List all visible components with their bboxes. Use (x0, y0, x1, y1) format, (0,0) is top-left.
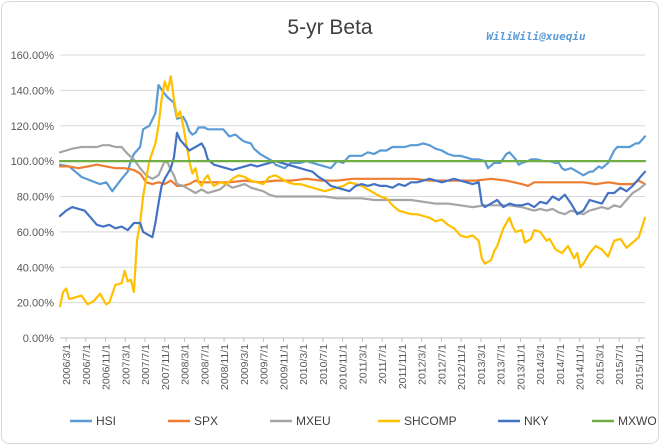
x-tick-label: 2006/3/1 (61, 344, 73, 385)
x-tick-label: 2015/7/1 (614, 344, 626, 385)
x-tick-label: 2014/11/1 (575, 344, 587, 390)
x-tick-label: 2013/7/1 (496, 344, 508, 385)
x-tick-label: 2009/11/1 (278, 344, 290, 390)
series-lines (58, 75, 647, 308)
x-tick-label: 2009/3/1 (239, 344, 251, 385)
x-tick-label: 2010/7/1 (318, 344, 330, 385)
legend-label-shcomp: SHCOMP (404, 414, 457, 428)
x-tick-label: 2014/7/1 (555, 344, 567, 385)
legend-label-spx: SPX (194, 414, 218, 428)
legend-label-nky: NKY (524, 414, 549, 428)
y-axis-ticks: 0.00% 20.00% 40.00% 60.00% 80.00% 100.00% 120.… (11, 50, 55, 345)
watermark-text: WiliWili@xueqiu (486, 30, 586, 43)
y-tick-label: 40.00% (17, 262, 55, 274)
x-tick-label: 2014/3/1 (535, 344, 547, 385)
series-line-spx (58, 163, 647, 187)
chart-title: 5-yr Beta (287, 16, 373, 39)
legend-label-mxeu: MXEU (296, 414, 331, 428)
y-tick-label: 0.00% (23, 333, 54, 345)
series-line-hsi (58, 83, 647, 193)
x-tick-label: 2013/11/1 (515, 344, 527, 390)
y-tick-label: 140.00% (11, 85, 55, 97)
x-tick-label: 2011/7/1 (377, 344, 389, 384)
x-tick-label: 2012/3/1 (417, 344, 429, 385)
x-tick-label: 2011/3/1 (357, 344, 369, 384)
x-tick-label: 2007/3/1 (120, 344, 132, 385)
series-line-shcomp (58, 75, 647, 308)
x-tick-label: 2010/11/1 (338, 344, 350, 390)
legend-label-hsi: HSI (96, 414, 116, 428)
grid-lines (60, 54, 645, 339)
x-tick-label: 2008/11/1 (219, 344, 231, 390)
x-tick-label: 2015/11/1 (634, 344, 646, 390)
x-tick-label: 2006/7/1 (81, 344, 93, 385)
x-tick-label: 2007/7/1 (140, 344, 152, 385)
y-tick-label: 160.00% (11, 50, 55, 62)
legend-label-mxwo: MXWO (618, 414, 657, 428)
x-axis-ticks: 2006/3/1 2006/7/1 2006/11/1 2007/3/1 2007/7/… (61, 338, 646, 390)
y-tick-label: 100.00% (11, 156, 55, 168)
x-tick-label: 2011/11/1 (397, 344, 409, 389)
series-line-nky (58, 131, 647, 239)
x-tick-label: 2013/3/1 (476, 344, 488, 385)
x-tick-label: 2008/3/1 (180, 344, 192, 385)
legend: HSI SPX MXEU SHCOMP NKY MXWO (70, 414, 657, 428)
y-tick-label: 20.00% (17, 298, 55, 310)
x-tick-label: 2010/3/1 (298, 344, 310, 385)
x-tick-label: 2015/3/1 (594, 344, 606, 385)
series-line-mxeu (58, 144, 647, 216)
y-tick-label: 80.00% (17, 192, 55, 204)
y-tick-label: 120.00% (11, 121, 55, 133)
x-tick-label: 2006/11/1 (101, 344, 113, 390)
x-tick-label: 2008/7/1 (199, 344, 211, 385)
x-tick-label: 2007/11/1 (160, 344, 172, 390)
x-tick-label: 2009/7/1 (259, 344, 271, 385)
x-tick-label: 2012/11/1 (456, 344, 468, 390)
y-tick-label: 60.00% (17, 227, 55, 239)
x-tick-label: 2012/7/1 (436, 344, 448, 385)
